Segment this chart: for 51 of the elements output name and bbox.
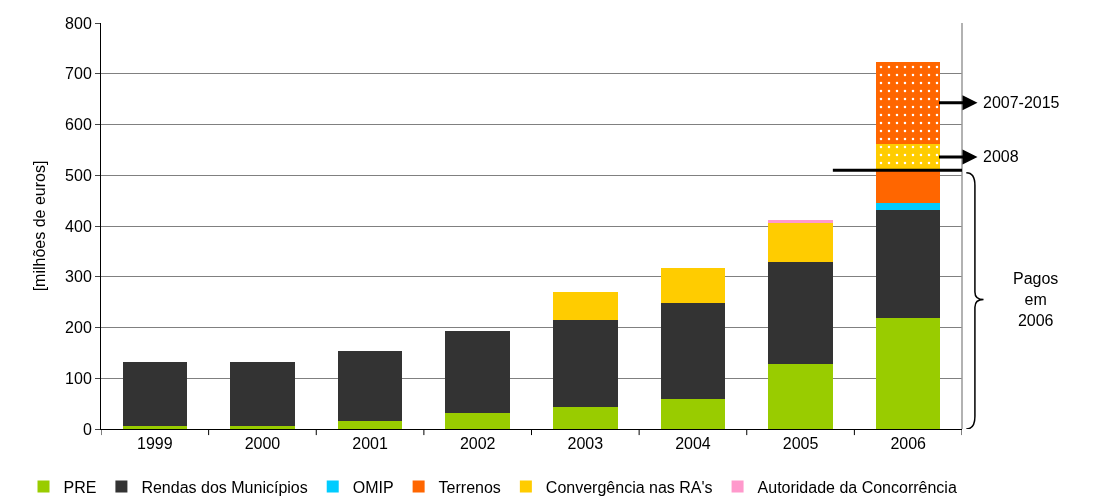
text: 2007-2015 xyxy=(983,94,1060,111)
bar xyxy=(122,426,188,429)
bar xyxy=(553,320,618,407)
y-tick-label: 100 xyxy=(65,369,92,387)
y-tick-label: 200 xyxy=(65,319,92,337)
legend-label: Convergência nas RA's xyxy=(545,478,713,496)
x-tick-label: 2003 xyxy=(567,435,604,453)
legend-label: OMIP xyxy=(352,478,394,496)
legend-label: Autoridade da Concorrência xyxy=(757,478,957,496)
bar xyxy=(875,209,941,319)
y-axis-title: [milhões de euros] xyxy=(31,160,48,292)
bar xyxy=(660,398,726,429)
x-tick-label: 1999 xyxy=(137,435,173,453)
legend-label: Terrenos xyxy=(438,478,501,496)
bar xyxy=(122,361,188,427)
bar xyxy=(230,361,295,427)
y-tick-label: 500 xyxy=(65,166,92,184)
y-tick-label: 300 xyxy=(65,268,92,286)
bar xyxy=(660,267,726,303)
bar xyxy=(875,203,941,210)
bar xyxy=(337,420,403,429)
bar xyxy=(553,406,618,429)
y-tick-label: 0 xyxy=(82,420,92,438)
bar xyxy=(445,330,510,413)
y-tick-label: 700 xyxy=(65,65,92,83)
x-tick-label: 2000 xyxy=(244,435,281,453)
bar xyxy=(768,222,833,262)
legend-label: PRE xyxy=(63,478,97,496)
bar xyxy=(875,170,941,204)
bar xyxy=(875,318,941,429)
x-tick-label: 2002 xyxy=(459,435,496,453)
y-tick-label: 600 xyxy=(65,116,92,134)
text: 2008 xyxy=(983,148,1019,165)
bar xyxy=(337,350,403,421)
bar xyxy=(553,292,618,321)
bar xyxy=(875,143,941,171)
bar xyxy=(768,363,833,429)
bar xyxy=(768,220,833,223)
y-tick-label: 800 xyxy=(65,14,92,32)
text: Pagos em 2006 xyxy=(1013,270,1059,329)
x-tick-label: 2005 xyxy=(782,435,819,453)
bar xyxy=(445,412,510,429)
bar xyxy=(660,302,726,399)
legend-label: Rendas dos Municípios xyxy=(141,478,308,496)
bar xyxy=(768,261,833,364)
x-tick-label: 2001 xyxy=(352,435,388,453)
x-tick-label: 2004 xyxy=(675,435,711,453)
y-tick-label: 400 xyxy=(65,217,92,235)
bar xyxy=(230,426,295,429)
bar xyxy=(875,61,941,144)
x-tick-label: 2006 xyxy=(890,435,927,453)
